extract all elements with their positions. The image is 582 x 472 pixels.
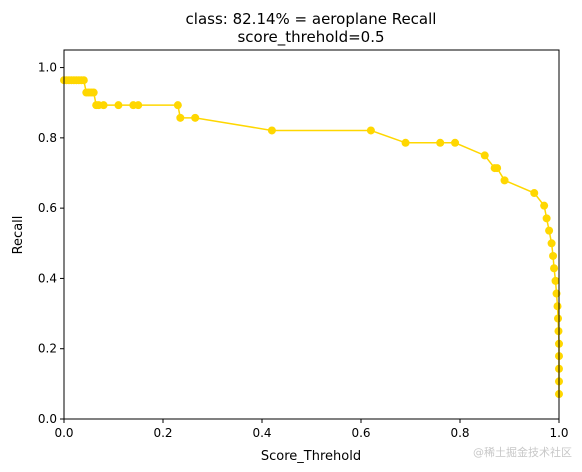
data-point [545, 226, 554, 235]
data-point [366, 126, 375, 135]
data-point [493, 164, 502, 173]
data-point [451, 138, 460, 147]
data-point [542, 214, 551, 223]
plot-frame [63, 49, 560, 420]
data-point [267, 126, 276, 135]
x-tick-label: 0.6 [351, 426, 370, 440]
y-tick-label: 0.0 [38, 412, 57, 426]
chart-subtitle: score_threhold=0.5 [237, 28, 384, 47]
series-marks [60, 76, 563, 399]
data-point [480, 151, 489, 160]
data-point [114, 101, 123, 110]
y-tick-label: 0.2 [38, 342, 57, 356]
data-point [550, 264, 559, 273]
y-axis-label: Recall [11, 216, 26, 255]
series-line [64, 79, 560, 395]
y-tick-label: 0.4 [38, 271, 57, 285]
x-axis-label: Score_Threhold [261, 449, 361, 464]
data-point [500, 176, 509, 185]
x-tick-label: 0.8 [450, 426, 469, 440]
data-point [401, 138, 410, 147]
x-axis-ticks: 0.0 0.2 0.4 0.6 0.8 1.0 [54, 419, 569, 440]
x-tick-label: 0.2 [153, 426, 172, 440]
data-point [79, 76, 88, 85]
data-point [176, 113, 185, 122]
watermark: @稀土掘金技术社区 [473, 446, 572, 459]
data-point [547, 239, 556, 248]
chart-title: class: 82.14% = aeroplane Recall [186, 10, 437, 28]
data-point [551, 276, 560, 285]
data-point [549, 251, 558, 260]
y-tick-label: 0.8 [38, 131, 57, 145]
data-point [173, 101, 182, 110]
x-tick-label: 1.0 [549, 426, 568, 440]
data-point [191, 113, 200, 122]
x-tick-label: 0.0 [54, 426, 73, 440]
x-tick-label: 0.4 [252, 426, 271, 440]
data-point [436, 138, 445, 147]
data-point [553, 302, 562, 311]
data-point [530, 189, 539, 198]
y-axis-ticks: 0.0 0.2 0.4 0.6 0.8 1.0 [38, 61, 64, 426]
data-point [89, 88, 98, 97]
y-tick-label: 0.6 [38, 201, 57, 215]
data-point [134, 101, 143, 110]
data-point [540, 201, 549, 210]
y-tick-label: 1.0 [38, 61, 57, 75]
data-point [99, 101, 108, 110]
data-point [554, 314, 563, 323]
